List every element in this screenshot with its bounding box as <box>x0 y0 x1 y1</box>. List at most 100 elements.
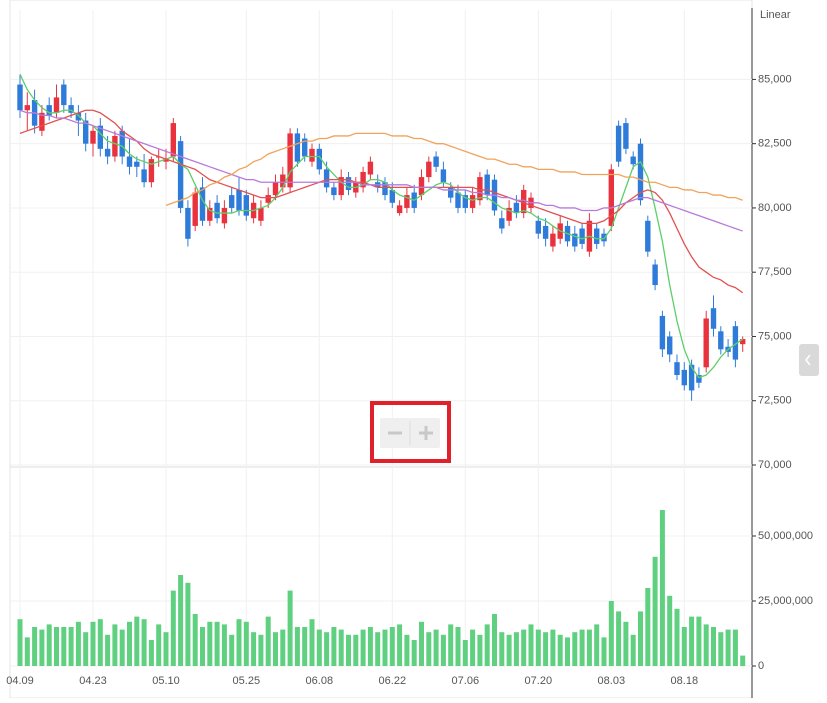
candle-body <box>97 125 103 149</box>
candle-body <box>345 177 352 190</box>
highlight-box <box>370 401 451 463</box>
volume-bar <box>105 634 111 666</box>
volume-bar <box>258 634 264 666</box>
volume-bar <box>170 590 176 666</box>
volume-bar <box>229 634 235 666</box>
candle-body <box>53 97 60 113</box>
volume-bar <box>535 629 541 666</box>
volume-bar <box>192 614 198 666</box>
volume-bar <box>112 624 118 666</box>
candle-body <box>331 187 337 196</box>
candle-body <box>112 135 118 157</box>
candle-body <box>404 195 410 208</box>
volume-bar <box>265 616 271 666</box>
volume-bar <box>360 629 366 666</box>
candle-body <box>462 195 468 208</box>
candle-body <box>24 105 30 111</box>
volume-bar <box>419 621 424 666</box>
candle-body <box>214 202 220 219</box>
volume-bar <box>689 616 695 666</box>
zoom-in-button[interactable] <box>411 419 439 447</box>
candle-body <box>535 220 541 234</box>
candle-body <box>630 156 636 165</box>
candle-body <box>177 141 184 208</box>
volume-bar <box>681 627 687 666</box>
side-tab[interactable] <box>799 344 819 376</box>
candle-body <box>163 159 169 162</box>
candle-body <box>323 169 330 188</box>
volume-bar <box>623 621 629 666</box>
volume-bar <box>163 632 169 666</box>
candle-body <box>287 133 293 188</box>
x-tick-label: 08.18 <box>671 675 699 687</box>
candle-body <box>104 148 111 157</box>
volume-bar <box>178 575 184 666</box>
candle-body <box>61 84 67 106</box>
x-tick-label: 08.03 <box>598 675 626 687</box>
volume-bar <box>659 510 665 666</box>
candle-body <box>579 228 585 244</box>
candle-body <box>732 326 739 360</box>
volume-bar <box>608 601 614 666</box>
volume-bar <box>39 629 45 666</box>
volume-bar <box>579 629 585 666</box>
x-tick-label: 04.09 <box>6 675 34 687</box>
candle-body <box>718 331 724 350</box>
y-tick-label: 72,500 <box>758 395 792 407</box>
volume-bar <box>455 627 461 666</box>
volume-bar <box>543 632 549 666</box>
volume-bar <box>90 621 96 666</box>
candle-body <box>688 364 695 391</box>
volume-bar <box>448 624 454 666</box>
candle-body <box>243 195 249 216</box>
side-tab-bg[interactable] <box>799 344 819 376</box>
zoom-control <box>370 401 451 463</box>
volume-bar <box>287 590 293 666</box>
zoom-out-button[interactable] <box>381 419 409 447</box>
candle-body <box>594 228 600 244</box>
volume-bar <box>316 629 322 666</box>
moving-average-line <box>19 73 744 379</box>
volume-bar <box>148 640 154 666</box>
volume-bar <box>24 637 30 666</box>
candle-body <box>426 161 432 178</box>
candle-body <box>659 315 666 350</box>
candle-body <box>126 156 133 167</box>
volume-bar <box>236 619 242 666</box>
volume-bar <box>367 627 373 666</box>
volume-bar <box>506 634 512 666</box>
volume-bar <box>331 627 337 666</box>
candle-body <box>645 220 651 252</box>
candle-body <box>309 148 315 162</box>
candle-body <box>17 84 23 111</box>
candle-body <box>280 174 286 188</box>
volume-bar <box>273 632 278 666</box>
volume-bar <box>667 595 673 666</box>
volume-bar <box>61 627 67 666</box>
y-tick-label: 50,000,000 <box>758 530 813 542</box>
volume-bar <box>397 624 403 666</box>
volume-bar <box>411 640 417 666</box>
volume-bar <box>521 629 527 666</box>
volume-bar <box>703 624 709 666</box>
volume-bar <box>404 634 410 666</box>
volume-bar <box>346 634 351 666</box>
candle-body <box>710 308 717 329</box>
volume-bar <box>718 632 724 666</box>
volume-bar <box>586 629 592 666</box>
volume-bar <box>528 624 534 666</box>
volume-bar <box>638 611 643 666</box>
volume-bar <box>75 621 81 666</box>
candle-body <box>652 264 658 286</box>
candle-body <box>338 177 344 196</box>
volume-bar <box>674 608 680 666</box>
candle-body <box>207 207 213 221</box>
x-tick-label: 07.20 <box>525 675 553 687</box>
volume-bar <box>477 634 483 666</box>
volume-bar <box>572 632 578 666</box>
volume-bar <box>565 637 570 666</box>
y-tick-label: 75,000 <box>758 330 792 342</box>
candle-body <box>185 207 191 239</box>
y-tick-label: 85,000 <box>758 73 792 85</box>
